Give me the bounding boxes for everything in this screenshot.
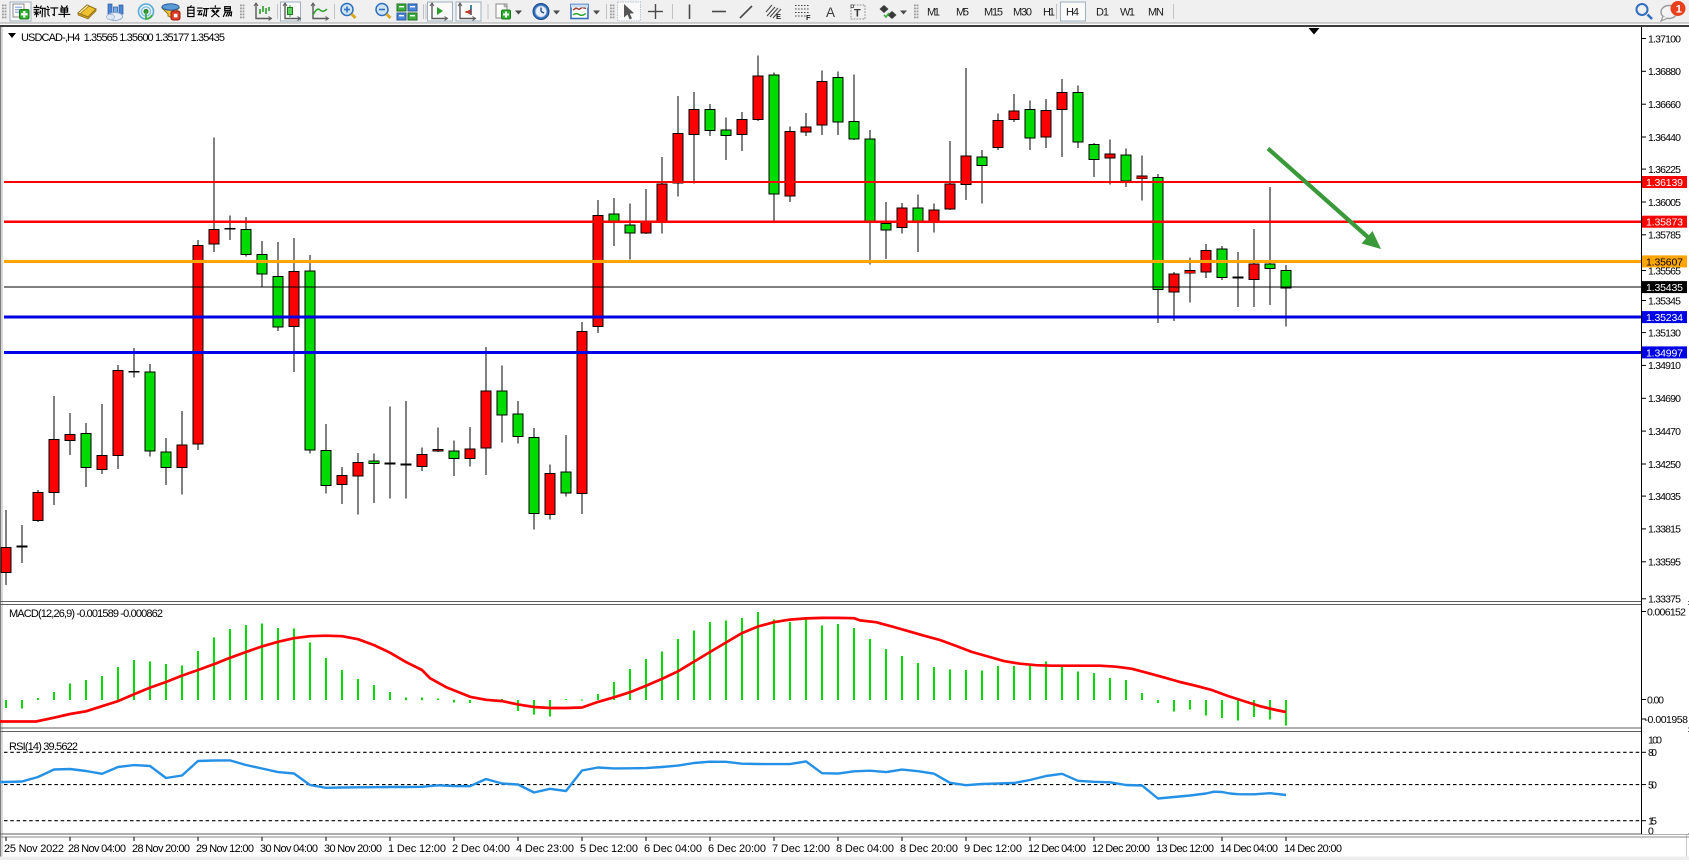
svg-text:E: E <box>776 12 781 21</box>
svg-text:1.36225: 1.36225 <box>1648 164 1681 176</box>
svg-text:M1: M1 <box>927 7 940 19</box>
svg-text:W1: W1 <box>1120 7 1135 19</box>
svg-text:1.36139: 1.36139 <box>1646 177 1683 189</box>
svg-text:RSI(14) 39.5622: RSI(14) 39.5622 <box>9 741 78 753</box>
svg-text:30 Nov 04:00: 30 Nov 04:00 <box>260 843 318 855</box>
svg-text:1.35345: 1.35345 <box>1648 295 1681 307</box>
svg-text:M30: M30 <box>1013 7 1032 19</box>
svg-text:D1: D1 <box>1096 7 1109 19</box>
svg-text:1.35130: 1.35130 <box>1648 327 1681 339</box>
svg-text:M5: M5 <box>956 7 969 19</box>
svg-text:M15: M15 <box>984 7 1003 19</box>
svg-text:0.00: 0.00 <box>1647 694 1664 706</box>
svg-text:1.34997: 1.34997 <box>1646 347 1683 359</box>
svg-text:25 Nov 2022: 25 Nov 2022 <box>4 843 64 855</box>
svg-text:1.34035: 1.34035 <box>1648 491 1681 503</box>
svg-text:1.33815: 1.33815 <box>1648 524 1681 536</box>
svg-text:14 Dec 20:00: 14 Dec 20:00 <box>1284 843 1342 855</box>
svg-text:1.35435: 1.35435 <box>1646 282 1683 294</box>
svg-text:29 Nov 12:00: 29 Nov 12:00 <box>196 843 254 855</box>
svg-text:1.37100: 1.37100 <box>1648 33 1681 45</box>
svg-text:F: F <box>806 13 811 22</box>
svg-text:MACD(12,26,9) -0.001589 -0.000: MACD(12,26,9) -0.001589 -0.000862 <box>9 608 163 620</box>
svg-text:1.36880: 1.36880 <box>1648 66 1681 78</box>
svg-text:5 Dec 12:00: 5 Dec 12:00 <box>580 843 638 855</box>
svg-text:28 Nov 04:00: 28 Nov 04:00 <box>68 843 126 855</box>
svg-text:0: 0 <box>1648 825 1654 837</box>
svg-text:1.35873: 1.35873 <box>1646 217 1683 229</box>
svg-text:12 Dec 04:00: 12 Dec 04:00 <box>1028 843 1086 855</box>
svg-text:28 Nov 20:00: 28 Nov 20:00 <box>132 843 190 855</box>
svg-text:USDCAD-,H4 1.35565 1.35600 1.: USDCAD-,H4 1.35565 1.35600 1.35177 1.354… <box>21 32 225 44</box>
svg-text:80: 80 <box>1648 747 1657 759</box>
svg-text:-0.001958: -0.001958 <box>1645 714 1689 726</box>
svg-text:1.35785: 1.35785 <box>1648 230 1681 242</box>
svg-text:1 Dec 12:00: 1 Dec 12:00 <box>388 843 446 855</box>
svg-text:1.36660: 1.36660 <box>1648 99 1681 111</box>
svg-text:8 Dec 20:00: 8 Dec 20:00 <box>900 843 958 855</box>
svg-text:4 Dec 23:00: 4 Dec 23:00 <box>516 843 574 855</box>
svg-text:13 Dec 12:00: 13 Dec 12:00 <box>1156 843 1214 855</box>
svg-text:1: 1 <box>1676 4 1682 16</box>
svg-text:12 Dec 20:00: 12 Dec 20:00 <box>1092 843 1150 855</box>
svg-text:100: 100 <box>1648 734 1662 746</box>
svg-text:9 Dec 12:00: 9 Dec 12:00 <box>964 843 1022 855</box>
svg-text:6 Dec 04:00: 6 Dec 04:00 <box>644 843 702 855</box>
svg-text:50: 50 <box>1648 779 1657 791</box>
svg-text:1.35234: 1.35234 <box>1646 312 1683 324</box>
svg-text:1.34470: 1.34470 <box>1648 426 1681 438</box>
svg-text:MN: MN <box>1148 7 1164 19</box>
svg-text:1.34690: 1.34690 <box>1648 393 1681 405</box>
svg-text:7 Dec 12:00: 7 Dec 12:00 <box>772 843 830 855</box>
svg-text:1.34250: 1.34250 <box>1648 459 1681 471</box>
svg-text:0.006152: 0.006152 <box>1647 606 1686 618</box>
svg-text:6 Dec 20:00: 6 Dec 20:00 <box>708 843 766 855</box>
svg-text:30 Nov 20:00: 30 Nov 20:00 <box>324 843 382 855</box>
svg-text:T: T <box>854 8 861 20</box>
svg-text:1.34910: 1.34910 <box>1648 360 1681 372</box>
svg-text:2 Dec 04:00: 2 Dec 04:00 <box>452 843 510 855</box>
svg-text:H4: H4 <box>1066 7 1079 19</box>
svg-text:1.36005: 1.36005 <box>1648 197 1681 209</box>
svg-text:1.33375: 1.33375 <box>1648 594 1681 606</box>
svg-text:8 Dec 04:00: 8 Dec 04:00 <box>836 843 894 855</box>
svg-text:A: A <box>826 5 835 20</box>
svg-text:1.35607: 1.35607 <box>1646 256 1683 268</box>
svg-text:1.33595: 1.33595 <box>1648 557 1681 569</box>
svg-text:14 Dec 04:00: 14 Dec 04:00 <box>1220 843 1278 855</box>
svg-text:H1: H1 <box>1043 7 1055 19</box>
svg-text:1.36440: 1.36440 <box>1648 132 1681 144</box>
